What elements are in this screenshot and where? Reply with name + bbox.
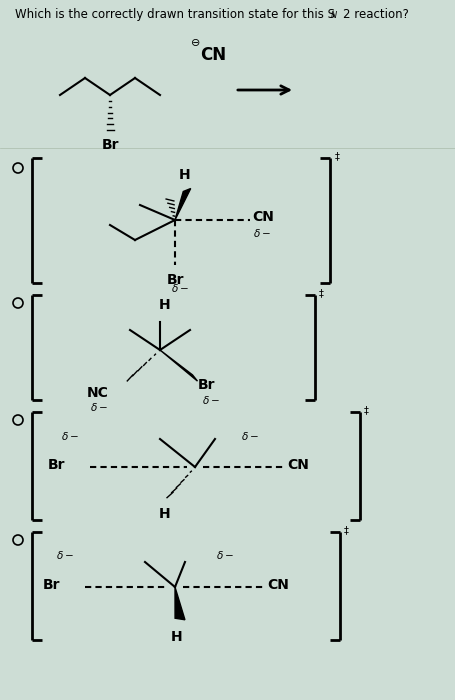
Text: Br: Br — [102, 138, 120, 152]
Text: 2 reaction?: 2 reaction? — [343, 8, 409, 21]
Polygon shape — [175, 188, 191, 220]
Text: H: H — [159, 507, 171, 521]
Text: Br: Br — [48, 458, 66, 472]
Text: Which is the correctly drawn transition state for this S: Which is the correctly drawn transition … — [15, 8, 335, 21]
Text: $\delta-$: $\delta-$ — [253, 227, 271, 239]
Text: $\delta-$: $\delta-$ — [61, 430, 79, 442]
Text: H: H — [171, 630, 183, 644]
Polygon shape — [160, 350, 197, 381]
Text: $^‡$: $^‡$ — [343, 526, 350, 540]
Text: Br: Br — [167, 273, 184, 287]
Text: $^‡$: $^‡$ — [334, 152, 341, 166]
Text: Br: Br — [198, 378, 216, 392]
Text: $_N$: $_N$ — [330, 8, 338, 21]
Text: Br: Br — [43, 578, 61, 592]
Text: $\delta-$: $\delta-$ — [241, 430, 259, 442]
Polygon shape — [175, 587, 185, 620]
Text: $^‡$: $^‡$ — [363, 406, 370, 420]
Text: $\delta-$: $\delta-$ — [216, 549, 234, 561]
Text: $\delta-$: $\delta-$ — [90, 401, 108, 413]
Text: $^‡$: $^‡$ — [318, 289, 325, 303]
Text: CN: CN — [252, 210, 274, 224]
Text: $\delta-$: $\delta-$ — [56, 549, 74, 561]
Text: $\ominus$: $\ominus$ — [190, 36, 200, 48]
Text: CN: CN — [200, 46, 226, 64]
Text: H: H — [179, 168, 191, 182]
Text: $\delta-$: $\delta-$ — [202, 394, 220, 406]
Text: $\delta-$: $\delta-$ — [171, 282, 189, 294]
Text: NC: NC — [87, 386, 109, 400]
Text: CN: CN — [287, 458, 309, 472]
Text: H: H — [159, 298, 171, 312]
Text: CN: CN — [267, 578, 289, 592]
